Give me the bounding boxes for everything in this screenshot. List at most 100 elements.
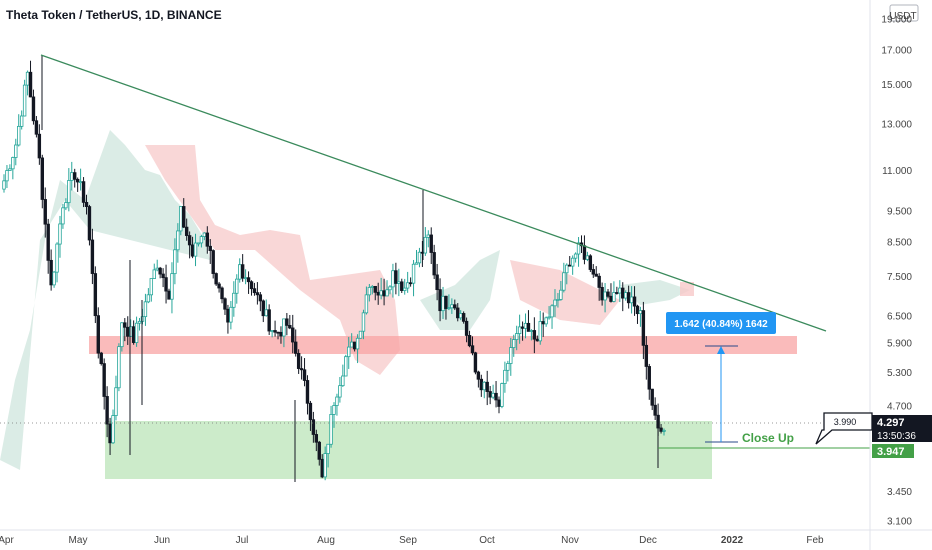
candle-body <box>382 290 386 297</box>
y-tick-label: 19.000 <box>881 15 912 26</box>
candle-body <box>282 318 286 337</box>
candle-body <box>520 326 525 329</box>
candle-body <box>358 330 363 339</box>
candle-body <box>388 286 392 291</box>
candle-body <box>99 352 103 365</box>
candle-body <box>87 206 92 241</box>
countdown-value: 13:50:36 <box>877 431 916 442</box>
close-up-annotation: Close Up <box>742 431 794 445</box>
candle-body <box>367 287 372 296</box>
candle-body <box>432 252 436 276</box>
candle-body <box>267 309 271 332</box>
candle-body <box>553 299 557 307</box>
candle-body <box>182 206 186 228</box>
candle-body <box>90 239 95 274</box>
candle-body <box>134 322 139 343</box>
x-tick-label: Jun <box>154 535 170 546</box>
candle-body <box>240 264 245 279</box>
candle-body <box>523 322 528 329</box>
candle-body <box>647 366 651 390</box>
x-tick-label: 2022 <box>721 535 744 546</box>
candle-body <box>644 344 649 367</box>
candle-body <box>623 292 628 299</box>
candle-body <box>332 405 336 415</box>
candle-body <box>170 273 174 300</box>
candle-body <box>379 290 383 296</box>
candle-body <box>606 291 610 297</box>
candle-body <box>532 330 537 340</box>
candle-body <box>426 234 430 238</box>
candle-body <box>75 178 80 183</box>
candle-body <box>341 375 345 387</box>
candle-body <box>317 441 321 460</box>
candle-body <box>559 289 563 300</box>
candle-body <box>444 295 448 309</box>
candle-body <box>514 333 519 341</box>
y-tick-label: 9.500 <box>887 207 912 218</box>
candle-body <box>547 316 551 319</box>
candle-body <box>476 371 481 380</box>
ichimoku-cloud-bull-3 <box>620 280 690 305</box>
candle-body <box>255 292 260 296</box>
candle-body <box>364 294 369 314</box>
candle-body <box>632 296 637 307</box>
candle-body <box>403 287 407 291</box>
candle-body <box>653 404 657 416</box>
candle-body <box>205 232 210 247</box>
candle-body <box>529 330 534 332</box>
y-tick-label: 3.100 <box>887 516 912 527</box>
y-tick-label: 17.000 <box>881 45 912 56</box>
candle-body <box>576 242 581 255</box>
candle-body <box>376 291 380 296</box>
candle-body <box>25 71 30 86</box>
candle-body <box>550 305 554 318</box>
candle-body <box>544 317 548 325</box>
candle-body <box>562 272 566 291</box>
candle-body <box>329 414 333 445</box>
candle-body <box>538 321 542 342</box>
candle-body <box>405 282 410 289</box>
candle-body <box>650 388 654 406</box>
ichimoku-cloud-bear-2 <box>510 260 620 325</box>
candle-body <box>46 223 50 261</box>
candle-body <box>585 255 590 260</box>
support-price-tag <box>872 444 914 458</box>
candle-body <box>370 285 375 288</box>
candle-body <box>102 363 106 397</box>
candle-body <box>588 255 593 270</box>
candle-body <box>361 312 366 332</box>
downtrend-line <box>40 54 827 332</box>
resistance-zone <box>89 336 797 354</box>
candle-body <box>261 300 265 317</box>
candle-body <box>43 199 47 225</box>
candle-body <box>659 427 663 432</box>
measure-label: 1.642 (40.84%) 1642 <box>674 319 768 330</box>
candle-body <box>111 415 115 444</box>
candle-body <box>308 402 313 421</box>
candle-body <box>314 434 319 443</box>
candle-body <box>55 243 59 273</box>
candle-body <box>344 356 348 377</box>
candle-body <box>556 299 560 301</box>
candle-body <box>603 291 607 301</box>
candle-body <box>149 278 154 296</box>
y-tick-label: 5.300 <box>887 368 912 379</box>
x-tick-label: Jul <box>236 535 249 546</box>
candle-body <box>123 322 127 328</box>
candle-body <box>411 263 416 284</box>
candle-body <box>517 326 522 335</box>
candle-body <box>211 250 215 274</box>
candle-body <box>638 310 643 315</box>
candle-body <box>11 157 15 170</box>
candle-body <box>190 244 195 257</box>
candle-body <box>467 335 472 347</box>
candle-body <box>58 223 62 245</box>
candle-body <box>73 172 77 180</box>
candle-body <box>223 298 227 310</box>
candle-body <box>441 295 445 312</box>
candle-body <box>573 253 578 259</box>
candle-body <box>120 322 124 348</box>
candle-body <box>512 339 516 349</box>
y-tick-label: 13.000 <box>881 120 912 131</box>
